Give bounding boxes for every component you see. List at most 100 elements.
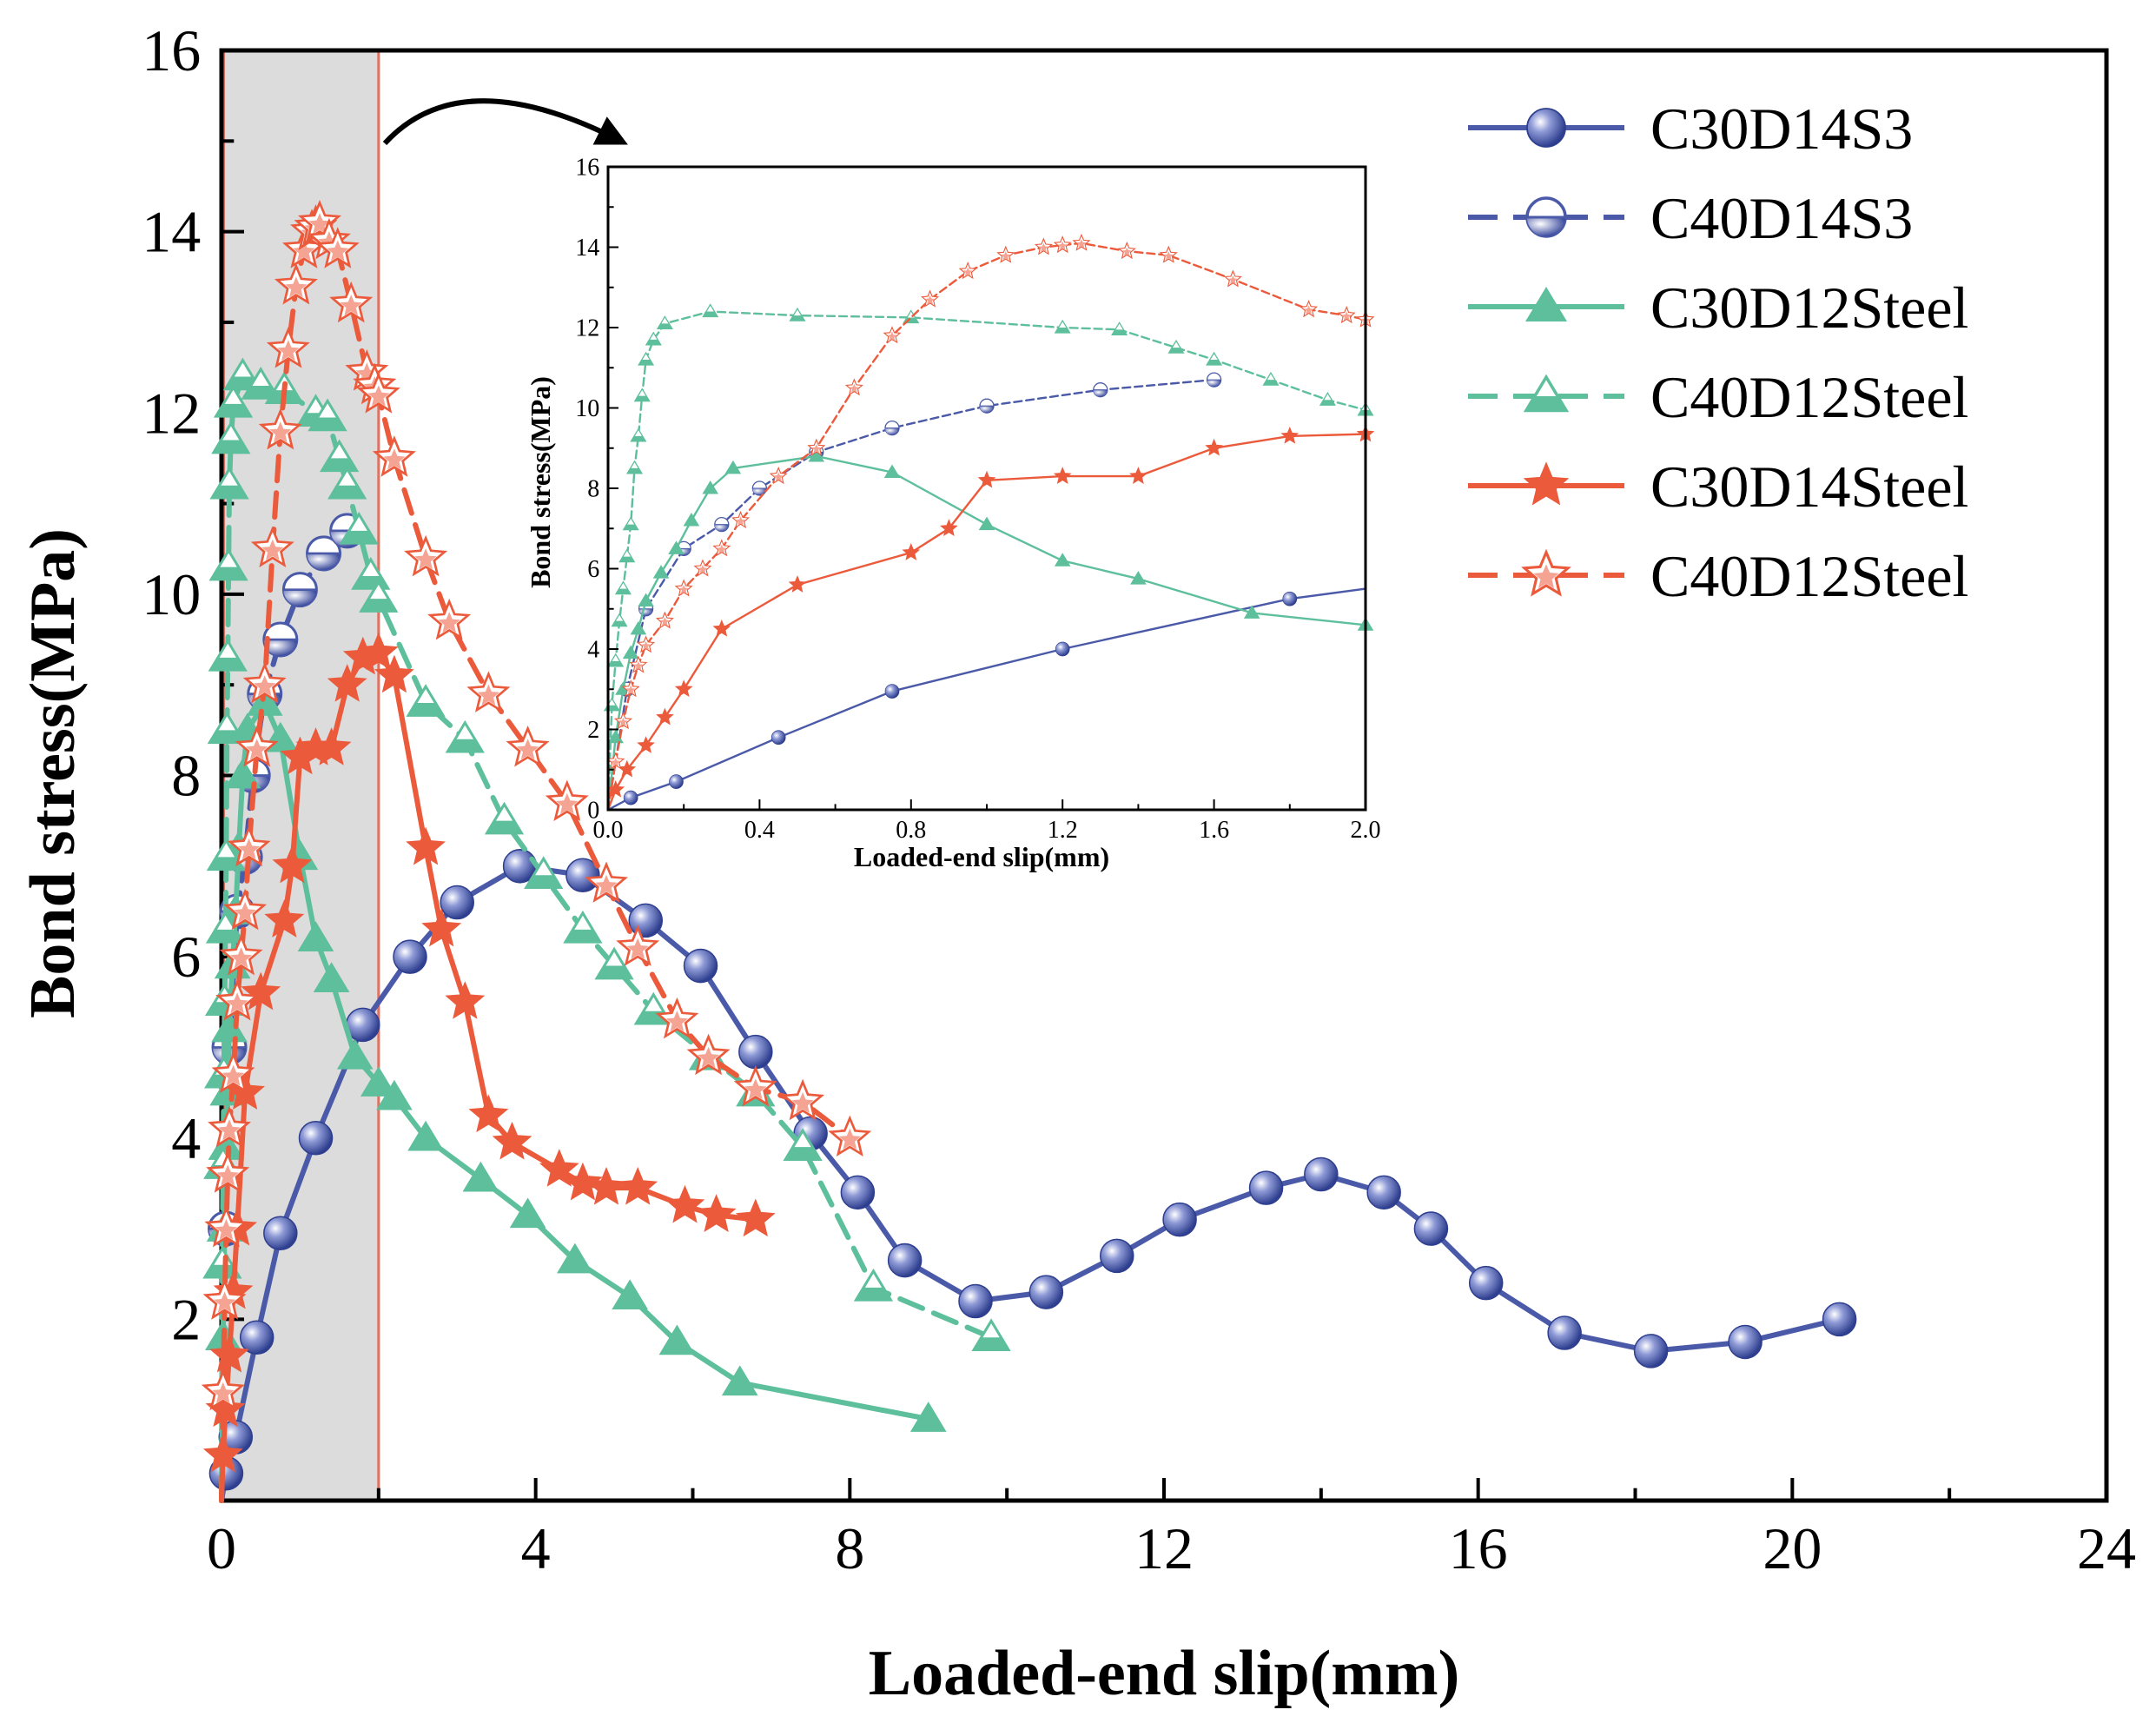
inset-data-point [1319, 392, 1336, 406]
main-series-c40d12steel-5 [201, 199, 872, 1503]
main-data-point [329, 281, 374, 323]
main-series-c30d14steel-4 [202, 632, 776, 1503]
inset-series-line [606, 433, 1367, 812]
main-data-point [1728, 1324, 1762, 1360]
inset-data-point [1223, 269, 1242, 288]
main-x-tick-label: 24 [2077, 1515, 2136, 1581]
main-data-point [658, 1324, 696, 1355]
inset-data-point [1282, 591, 1298, 606]
inset-data-point [630, 620, 647, 635]
main-data-point [612, 1279, 648, 1310]
main-data-point [506, 725, 550, 767]
inset-y-tick-label: 16 [575, 155, 599, 182]
main-data-point [462, 1161, 499, 1192]
main-y-tick-label: 2 [171, 1286, 201, 1352]
main-x-tick-label: 20 [1762, 1515, 1822, 1581]
main-data-point [840, 1175, 876, 1210]
inset-y-tick-label: 0 [587, 798, 599, 825]
inset-data-point [1053, 467, 1072, 484]
inset-data-point [902, 543, 921, 560]
main-data-point [223, 888, 268, 931]
main-x-tick-label: 12 [1134, 1515, 1194, 1581]
main-data-point [565, 858, 600, 893]
main-data-point [404, 534, 448, 577]
inset-data-point [1206, 351, 1223, 366]
inset-data-point [674, 579, 693, 597]
inset-series-c30d12steel-2 [606, 448, 1374, 812]
main-data-point [272, 845, 313, 884]
main-data-point [738, 1034, 773, 1070]
main-data-point [1366, 1175, 1401, 1210]
main-data-point [281, 572, 318, 608]
inset-data-point [1111, 321, 1128, 335]
main-data-point [235, 725, 279, 767]
legend-label: C30D14S3 [1650, 96, 1913, 162]
main-data-point [585, 861, 629, 903]
main-data-point [206, 838, 247, 871]
inset-data-point [645, 331, 662, 346]
main-series-group [201, 199, 1857, 1503]
main-y-tick-label: 8 [171, 743, 201, 809]
main-data-point [274, 262, 318, 305]
inset-data-point [921, 289, 940, 308]
main-y-tick-label: 14 [142, 199, 201, 265]
legend-label: C30D14Steel [1650, 454, 1968, 520]
inset-data-point [622, 645, 639, 659]
inset-data-point [788, 575, 807, 593]
main-data-point [971, 1318, 1011, 1352]
main-data-point [1028, 1275, 1064, 1309]
inset-y-tick-label: 12 [575, 315, 599, 342]
legend-label: C40D12Steel [1650, 364, 1968, 430]
inset-data-point [630, 427, 647, 442]
inset-data-point [808, 448, 825, 462]
main-data-point [958, 1283, 993, 1319]
inset-y-axis-title: Bond stress(MPa) [525, 376, 556, 588]
main-data-point [336, 1038, 374, 1070]
main-data-point [445, 981, 486, 1019]
legend: C30D14S3 C40D14S3 C30D12Steel C40D12Steel C3… [1468, 96, 1968, 609]
main-data-point [208, 1106, 251, 1148]
main-data-point [1099, 1238, 1134, 1274]
legend-marker [1525, 196, 1567, 238]
inset-y-tick-label: 10 [575, 395, 599, 422]
main-data-point [215, 979, 260, 1021]
inset-x-tick-label: 1.6 [1199, 817, 1229, 844]
inset-data-point [1280, 426, 1300, 444]
inset-data-point [751, 480, 768, 496]
inset-data-point [789, 307, 806, 321]
inset-data-point [883, 464, 901, 478]
main-data-point [492, 1121, 532, 1160]
inset-axis-ticks: 0.0 0.4 0.8 1.2 1.6 2.0 0 2 4 6 8 10 12 14 16 [575, 155, 1380, 845]
main-data-point [211, 1051, 255, 1094]
inset-data-point [637, 635, 656, 653]
main-data-point [618, 1166, 658, 1205]
inset-background [608, 167, 1366, 810]
inset-data-point [883, 326, 902, 344]
inset-x-axis-title: Loaded-end slip(mm) [854, 841, 1109, 872]
inset-data-point [1072, 233, 1091, 251]
main-data-point [783, 1128, 823, 1161]
main-data-point [828, 1115, 872, 1157]
main-data-point [887, 1243, 923, 1278]
inset-y-tick-label: 14 [575, 235, 599, 262]
main-data-point [427, 598, 472, 640]
main-data-point [406, 826, 446, 865]
main-data-point [686, 1033, 731, 1076]
main-data-point [266, 326, 310, 368]
inset-y-tick-label: 8 [587, 476, 599, 503]
main-data-point [1162, 1202, 1197, 1237]
main-data-point [1633, 1334, 1669, 1368]
main-data-point [319, 439, 360, 473]
inset-data-point [621, 679, 640, 698]
legend-item: C40D14S3 [1468, 185, 1913, 251]
main-data-point [655, 997, 699, 1039]
main-data-point [339, 511, 379, 545]
main-data-point [241, 367, 281, 400]
main-data-point [264, 899, 305, 938]
inset-data-point [979, 398, 995, 414]
inset-series-line [606, 454, 1367, 812]
inset-data-point [940, 519, 958, 537]
legend-item: C30D12Steel [1468, 275, 1968, 341]
legend-marker [1525, 287, 1567, 321]
legend-marker [1523, 461, 1570, 506]
